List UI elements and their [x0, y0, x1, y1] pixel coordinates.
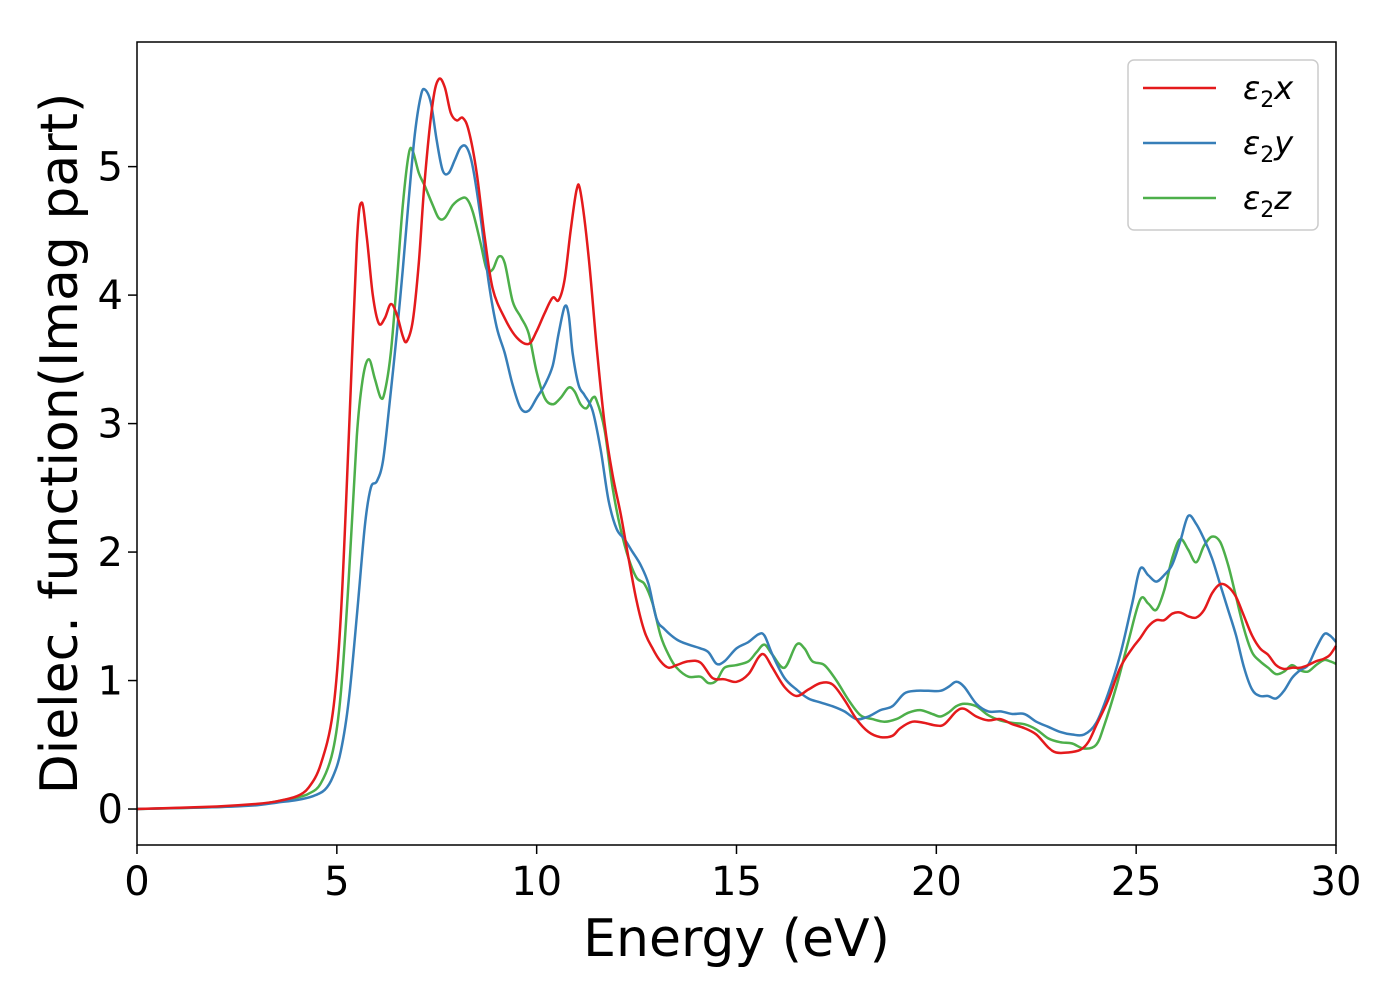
x-tick-label: 25	[1111, 859, 1162, 905]
x-tick-label: 30	[1311, 859, 1362, 905]
x-tick-label: 0	[124, 859, 149, 905]
legend-symbol: ε	[1243, 69, 1260, 107]
plot-frame	[136, 41, 1337, 846]
legend-label-x: ε2x	[1243, 69, 1294, 113]
series-line-z	[136, 146, 1337, 811]
legend-label-y: ε2y	[1243, 124, 1294, 168]
y-axis-ticks: 0 1 2 3 4 5	[98, 145, 137, 833]
y-tick-label: 0	[98, 787, 123, 833]
x-tick-label: 5	[324, 859, 349, 905]
legend-component: x	[1273, 69, 1294, 107]
series-line-y	[136, 87, 1337, 811]
x-axis-ticks: 0 5 10 15 20 25 30	[124, 845, 1361, 905]
legend-box	[1127, 59, 1319, 231]
legend-label-z: ε2z	[1243, 179, 1292, 223]
y-tick-label: 2	[98, 530, 123, 576]
y-tick-label: 1	[98, 659, 123, 705]
legend-subscript: 2	[1260, 198, 1274, 223]
legend-symbol: ε	[1243, 124, 1260, 162]
y-axis-label: Dielec. function(Imag part)	[30, 93, 90, 795]
legend-component: z	[1273, 179, 1292, 217]
x-tick-label: 15	[711, 859, 762, 905]
x-tick-label: 10	[511, 859, 562, 905]
legend-symbol: ε	[1243, 179, 1260, 217]
series-layer	[136, 77, 1338, 811]
y-tick-label: 5	[98, 145, 123, 191]
x-axis-label: Energy (eV)	[583, 909, 890, 969]
y-tick-label: 3	[98, 402, 123, 448]
legend-subscript: 2	[1260, 88, 1274, 113]
y-tick-label: 4	[98, 273, 123, 319]
legend-component: y	[1273, 124, 1294, 162]
legend-subscript: 2	[1260, 143, 1274, 168]
x-tick-label: 20	[911, 859, 962, 905]
series-line-x	[136, 77, 1338, 811]
